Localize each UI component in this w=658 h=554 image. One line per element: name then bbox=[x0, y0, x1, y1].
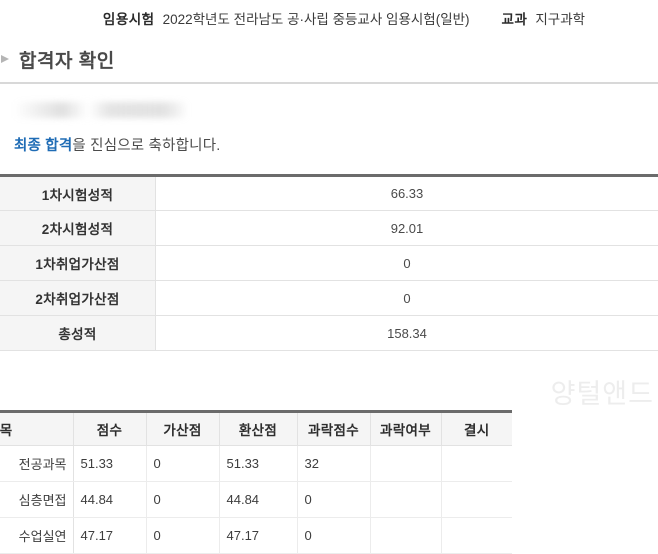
exam-meta-bar: 임용시험 2022학년도 전라남도 공·사립 중등교사 임용시험(일반) 교과 … bbox=[0, 0, 658, 36]
table-row: 1차취업가산점 0 bbox=[0, 246, 658, 281]
cell-converted: 47.17 bbox=[219, 518, 297, 554]
triangle-right-icon bbox=[0, 51, 14, 67]
header-converted: 환산점 bbox=[219, 412, 297, 446]
header-subject: 과목 bbox=[0, 412, 73, 446]
table-row: 심층면접 44.84 0 44.84 0 bbox=[0, 482, 512, 518]
detail-table-body: 전공과목 51.33 0 51.33 32 심층면접 44.84 0 44.84… bbox=[0, 446, 512, 554]
exam-value: 2022학년도 전라남도 공·사립 중등교사 임용시험(일반) bbox=[163, 8, 470, 28]
summary-value-second-bonus: 0 bbox=[156, 281, 658, 316]
page-title: 합격자 확인 bbox=[19, 46, 115, 73]
cell-fail-yn bbox=[370, 518, 441, 554]
greeting-block: 최종 합격을 진심으로 축하합니다. bbox=[0, 84, 658, 174]
summary-label-second-exam: 2차시험성적 bbox=[0, 211, 156, 246]
header-absent: 결시 bbox=[441, 412, 512, 446]
cell-subject: 전공과목 bbox=[0, 446, 73, 482]
header-fail-score: 과락점수 bbox=[297, 412, 370, 446]
table-row: 총성적 158.34 bbox=[0, 316, 658, 351]
detail-table-head: 과목 점수 가산점 환산점 과락점수 과락여부 결시 bbox=[0, 412, 512, 446]
summary-label-first-exam: 1차시험성적 bbox=[0, 176, 156, 211]
summary-label-total: 총성적 bbox=[0, 316, 156, 351]
cell-absent bbox=[441, 446, 512, 482]
cell-score: 51.33 bbox=[73, 446, 146, 482]
header-fail-yn: 과락여부 bbox=[370, 412, 441, 446]
table-row: 1차시험성적 66.33 bbox=[0, 176, 658, 211]
summary-value-first-bonus: 0 bbox=[156, 246, 658, 281]
cell-converted: 44.84 bbox=[219, 482, 297, 518]
table-row: 수업실연 47.17 0 47.17 0 bbox=[0, 518, 512, 554]
summary-value-first-exam: 66.33 bbox=[156, 176, 658, 211]
table-header-row: 과목 점수 가산점 환산점 과락점수 과락여부 결시 bbox=[0, 412, 512, 446]
cell-bonus: 0 bbox=[146, 446, 219, 482]
congratulation-message: 최종 합격을 진심으로 축하합니다. bbox=[14, 134, 658, 155]
cell-fail-yn bbox=[370, 446, 441, 482]
subject-label: 교과 bbox=[502, 8, 528, 28]
cell-fail-yn bbox=[370, 482, 441, 518]
summary-value-second-exam: 92.01 bbox=[156, 211, 658, 246]
detail-table-wrap: 과목 점수 가산점 환산점 과락점수 과락여부 결시 전공과목 51.33 0 … bbox=[0, 410, 658, 554]
subject-value: 지구과학 bbox=[535, 8, 585, 28]
cell-absent bbox=[441, 518, 512, 554]
congratulation-rest: 을 진심으로 축하합니다. bbox=[72, 138, 220, 154]
table-row: 2차취업가산점 0 bbox=[0, 281, 658, 316]
watermark: 양털앤드 bbox=[551, 372, 654, 411]
final-pass-highlight: 최종 합격 bbox=[14, 138, 72, 154]
score-summary-table: 1차시험성적 66.33 2차시험성적 92.01 1차취업가산점 0 2차취업… bbox=[0, 174, 658, 351]
cell-absent bbox=[441, 482, 512, 518]
summary-label-first-bonus: 1차취업가산점 bbox=[0, 246, 156, 281]
cell-subject: 수업실연 bbox=[0, 518, 73, 554]
table-row: 전공과목 51.33 0 51.33 32 bbox=[0, 446, 512, 482]
header-bonus: 가산점 bbox=[146, 412, 219, 446]
score-summary-body: 1차시험성적 66.33 2차시험성적 92.01 1차취업가산점 0 2차취업… bbox=[0, 176, 658, 351]
page-title-row: 합격자 확인 bbox=[0, 36, 658, 82]
cell-fail-score: 0 bbox=[297, 482, 370, 518]
table-row: 2차시험성적 92.01 bbox=[0, 211, 658, 246]
cell-score: 44.84 bbox=[73, 482, 146, 518]
cell-subject: 심층면접 bbox=[0, 482, 73, 518]
cell-bonus: 0 bbox=[146, 482, 219, 518]
subject-detail-table: 과목 점수 가산점 환산점 과락점수 과락여부 결시 전공과목 51.33 0 … bbox=[0, 410, 512, 554]
exam-label: 임용시험 bbox=[103, 8, 155, 28]
cell-converted: 51.33 bbox=[219, 446, 297, 482]
cell-bonus: 0 bbox=[146, 518, 219, 554]
summary-value-total: 158.34 bbox=[156, 316, 658, 351]
cell-score: 47.17 bbox=[73, 518, 146, 554]
summary-label-second-bonus: 2차취업가산점 bbox=[0, 281, 156, 316]
header-score: 점수 bbox=[73, 412, 146, 446]
cell-fail-score: 32 bbox=[297, 446, 370, 482]
redacted-name bbox=[14, 102, 186, 118]
cell-fail-score: 0 bbox=[297, 518, 370, 554]
